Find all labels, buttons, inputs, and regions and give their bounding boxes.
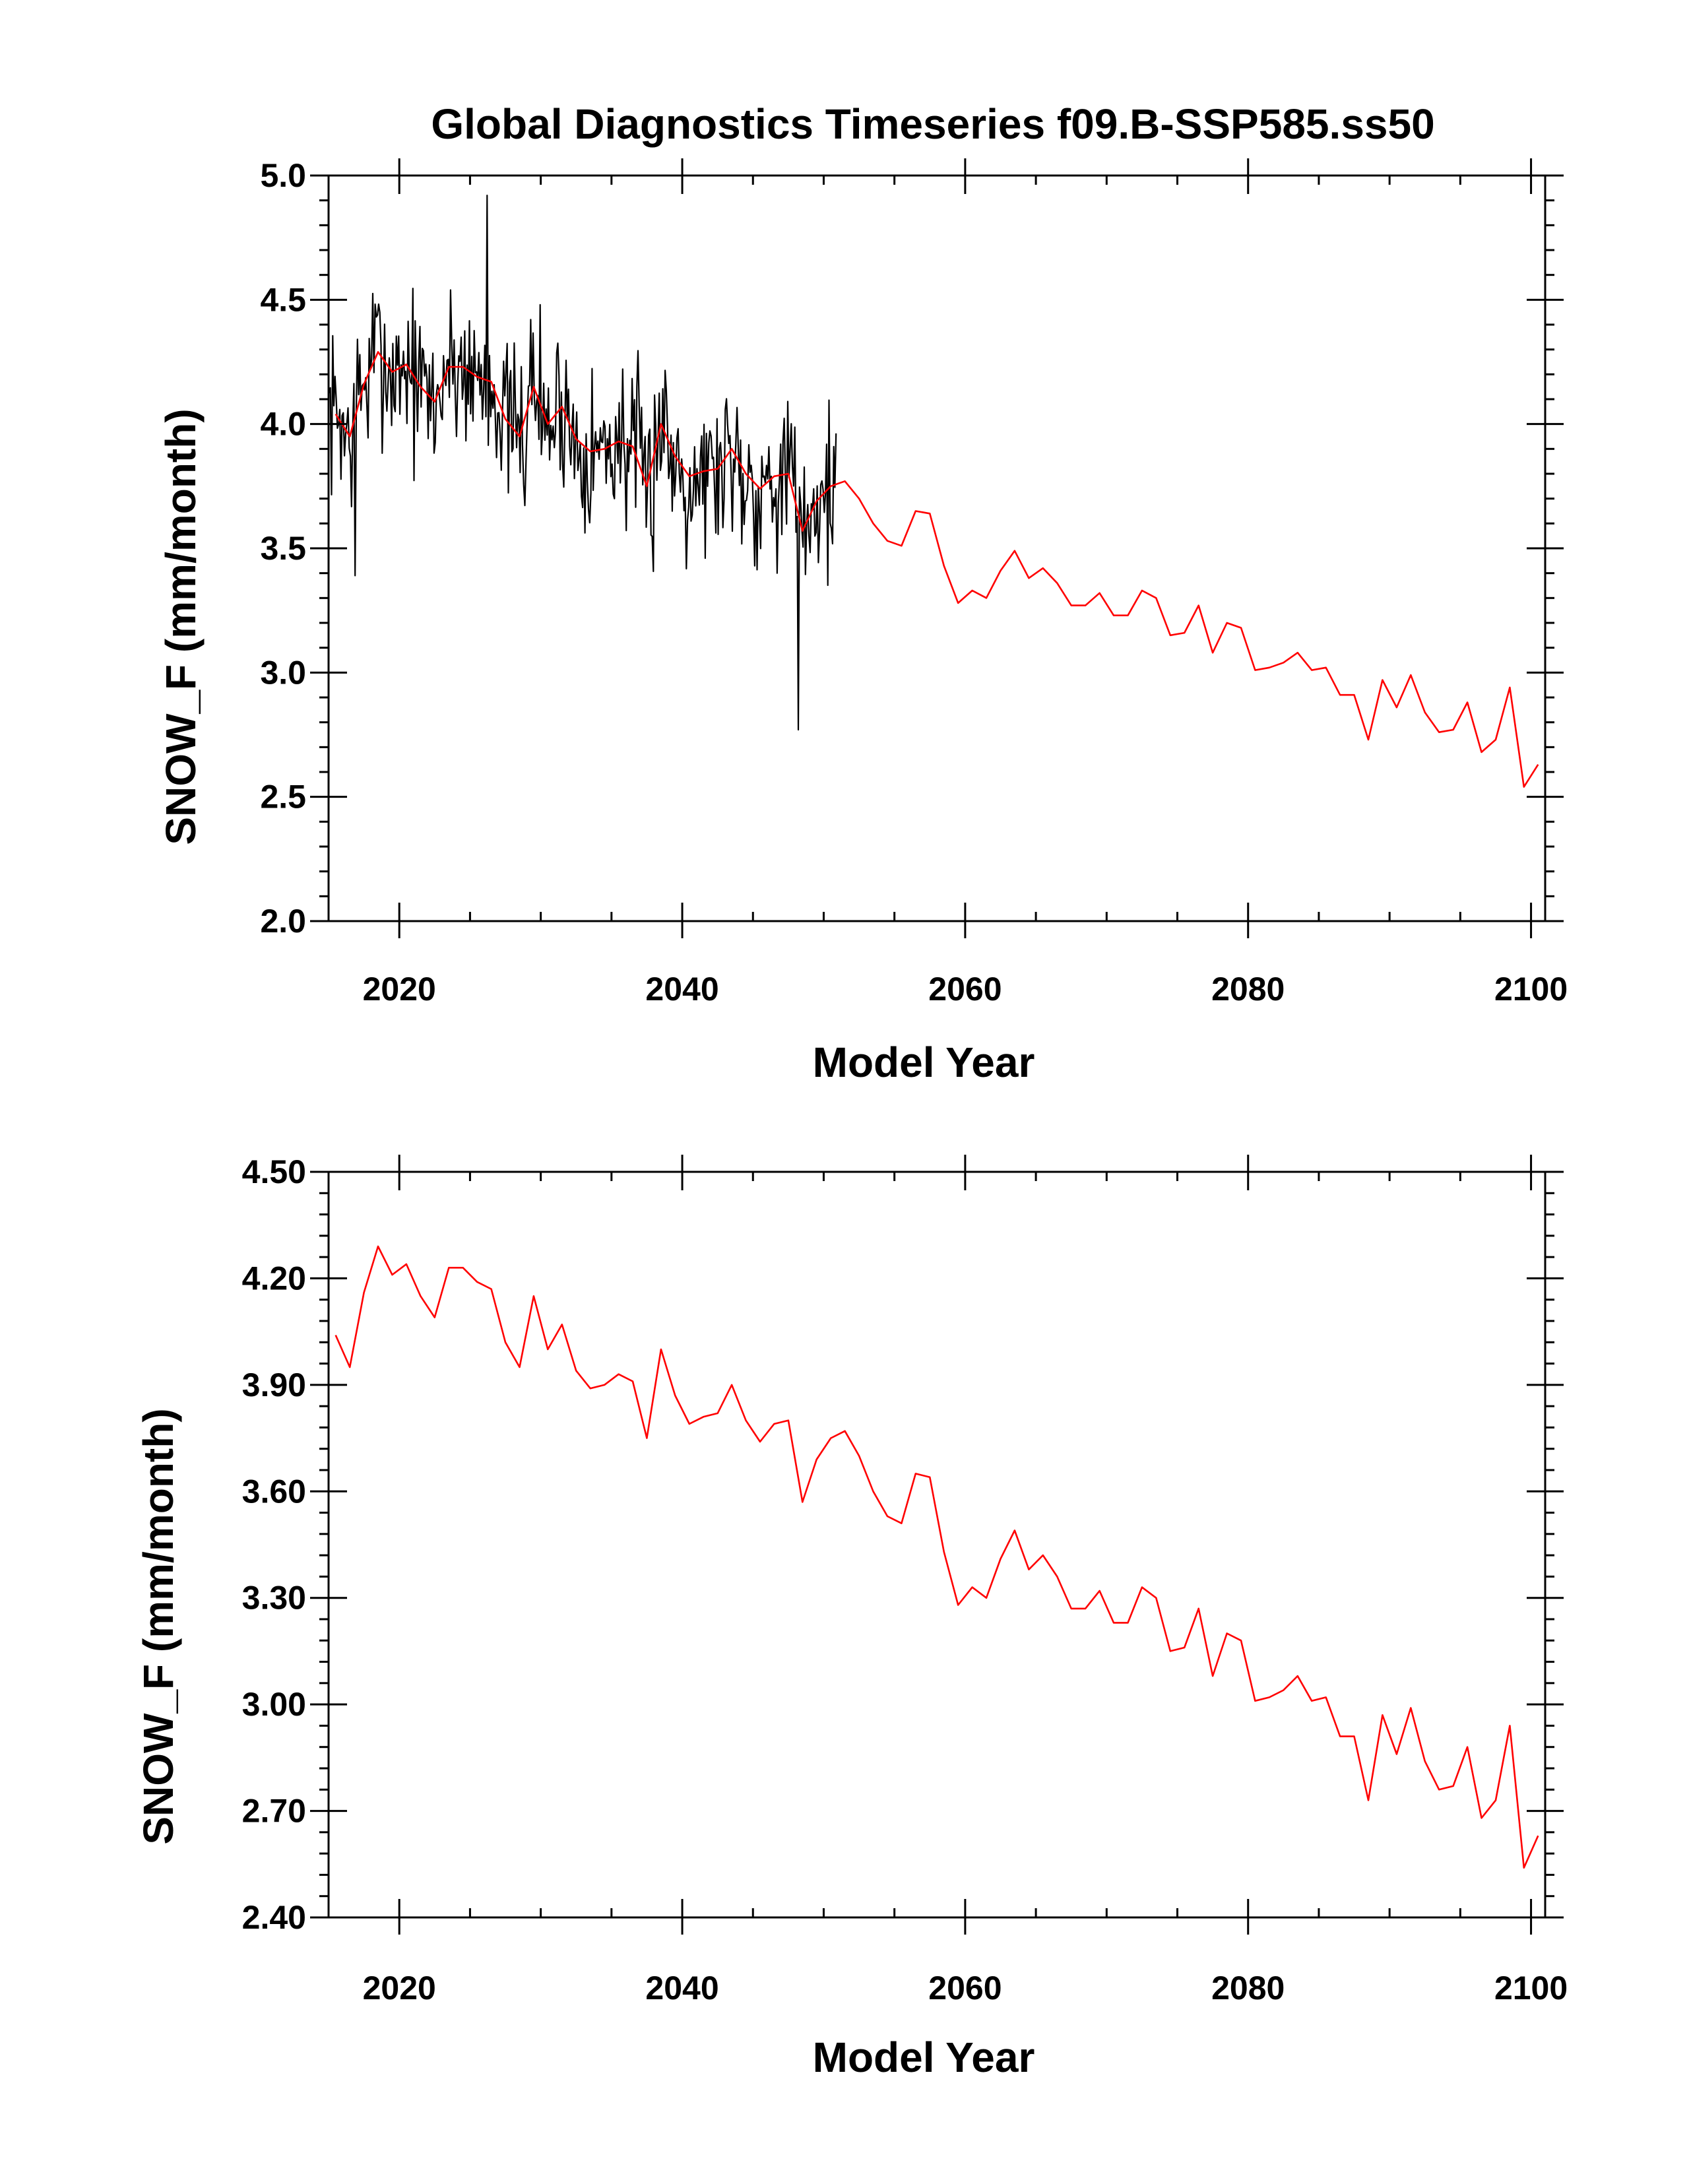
- y-tick-label: 4.50: [242, 1153, 306, 1190]
- bottom-x-axis-label: Model Year: [813, 2034, 1035, 2081]
- bottom-plot-area: 2020 2040 2060 2080 2100 2.40 2.70 3.00 3.30 3.60…: [242, 1153, 1568, 2007]
- y-tick-label: 2.40: [242, 1899, 306, 1936]
- top-plot-area: 2020 2040 2060 2080 2100 2.0 2.5 3.0 3.5 4.0 4.5 5.…: [260, 157, 1568, 1008]
- x-tick-label: 2060: [928, 971, 1002, 1008]
- series-line-monthly: [329, 195, 837, 731]
- y-tick-label: 2.70: [242, 1793, 306, 1830]
- series-group: [329, 195, 1539, 788]
- x-tick-label: 2020: [363, 971, 436, 1008]
- y-tick-label: 4.20: [242, 1260, 306, 1297]
- x-tick-label: 2080: [1211, 1970, 1285, 2007]
- y-tick-label: 3.90: [242, 1366, 306, 1403]
- x-tick-label: 2100: [1494, 1970, 1568, 2007]
- series-line-annual: [335, 1245, 1539, 1869]
- top-x-axis-label: Model Year: [813, 1039, 1035, 1086]
- y-tick-label: 5.0: [260, 157, 306, 194]
- y-tick-label: 3.00: [242, 1686, 306, 1723]
- y-tick-label: 3.5: [260, 530, 306, 567]
- y-tick-label: 3.30: [242, 1580, 306, 1617]
- bottom-y-axis-label: SNOW_F (mm/month): [135, 1408, 182, 1844]
- bottom-chart-panel: 2020 2040 2060 2080 2100 2.40 2.70 3.00 3.30 3.60…: [135, 1153, 1568, 2081]
- y-tick-label: 3.60: [242, 1473, 306, 1510]
- series-group: [335, 1245, 1539, 1869]
- top-chart-panel: Global Diagnostics Timeseries f09.B-SSP5…: [157, 100, 1568, 1086]
- chart-title: Global Diagnostics Timeseries f09.B-SSP5…: [431, 100, 1434, 148]
- x-tick-label: 2060: [928, 1970, 1002, 2007]
- y-tick-label: 3.0: [260, 654, 306, 691]
- x-tick-label: 2080: [1211, 971, 1285, 1008]
- x-tick-label: 2040: [645, 971, 718, 1008]
- x-tick-label: 2020: [363, 1970, 436, 2007]
- y-tick-label: 4.5: [260, 281, 306, 318]
- series-line-annual: [335, 351, 1539, 788]
- top-y-axis-label: SNOW_F (mm/month): [157, 408, 205, 845]
- x-tick-label: 2040: [645, 1970, 718, 2007]
- y-tick-label: 2.0: [260, 903, 306, 940]
- y-tick-label: 2.5: [260, 779, 306, 816]
- y-tick-label: 4.0: [260, 406, 306, 443]
- x-tick-label: 2100: [1494, 971, 1568, 1008]
- plot-frame: [327, 1171, 1546, 1919]
